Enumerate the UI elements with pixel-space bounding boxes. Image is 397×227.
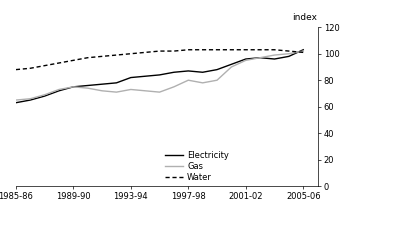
Water xyxy=(114,54,119,56)
Gas xyxy=(114,91,119,94)
Gas xyxy=(71,85,76,88)
Water xyxy=(229,48,234,51)
Gas xyxy=(57,88,62,91)
Electricity xyxy=(57,89,62,92)
Gas xyxy=(85,87,90,89)
Gas xyxy=(129,88,133,91)
Water xyxy=(200,48,205,51)
Gas xyxy=(272,54,277,56)
Gas xyxy=(186,79,191,81)
Electricity xyxy=(215,68,220,71)
Water xyxy=(85,56,90,59)
Electricity xyxy=(100,83,104,86)
Water xyxy=(143,51,148,54)
Water xyxy=(28,67,33,70)
Line: Water: Water xyxy=(16,50,303,70)
Electricity xyxy=(157,74,162,76)
Water xyxy=(258,48,262,51)
Electricity xyxy=(229,63,234,66)
Water xyxy=(42,64,47,67)
Electricity xyxy=(114,81,119,84)
Line: Electricity: Electricity xyxy=(16,50,303,103)
Water xyxy=(157,50,162,52)
Electricity xyxy=(172,71,176,74)
Gas xyxy=(13,99,18,101)
Gas xyxy=(258,56,262,59)
Gas xyxy=(42,93,47,96)
Water xyxy=(215,48,220,51)
Water xyxy=(71,59,76,62)
Gas xyxy=(287,52,291,55)
Gas xyxy=(229,66,234,68)
Gas xyxy=(143,89,148,92)
Gas xyxy=(100,89,104,92)
Electricity xyxy=(143,75,148,78)
Gas xyxy=(172,85,176,88)
Electricity xyxy=(28,99,33,101)
Gas xyxy=(28,97,33,100)
Water xyxy=(129,52,133,55)
Electricity xyxy=(129,76,133,79)
Electricity xyxy=(13,101,18,104)
Water xyxy=(57,62,62,64)
Line: Gas: Gas xyxy=(16,51,303,100)
Gas xyxy=(215,79,220,81)
Electricity xyxy=(200,71,205,74)
Gas xyxy=(301,50,306,52)
Electricity xyxy=(85,84,90,87)
Electricity xyxy=(301,48,306,51)
Water xyxy=(243,48,248,51)
Water xyxy=(186,48,191,51)
Text: index: index xyxy=(293,13,318,22)
Electricity xyxy=(186,69,191,72)
Water xyxy=(287,50,291,52)
Gas xyxy=(200,81,205,84)
Electricity xyxy=(287,55,291,58)
Gas xyxy=(157,91,162,94)
Water xyxy=(301,51,306,54)
Legend: Electricity, Gas, Water: Electricity, Gas, Water xyxy=(165,151,229,182)
Gas xyxy=(243,59,248,62)
Electricity xyxy=(71,85,76,88)
Water xyxy=(272,48,277,51)
Electricity xyxy=(258,56,262,59)
Electricity xyxy=(243,58,248,60)
Electricity xyxy=(272,58,277,60)
Water xyxy=(100,55,104,58)
Water xyxy=(13,68,18,71)
Electricity xyxy=(42,95,47,97)
Water xyxy=(172,50,176,52)
